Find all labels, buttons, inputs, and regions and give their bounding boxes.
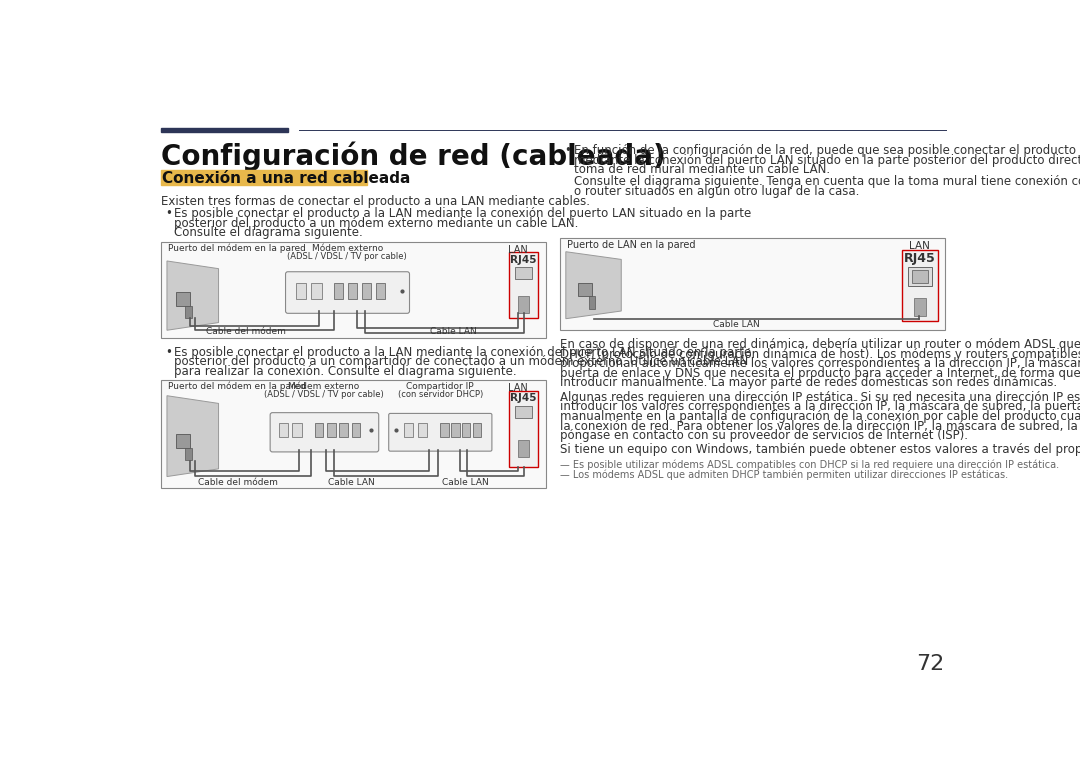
Bar	[161, 127, 288, 131]
Bar	[376, 283, 384, 298]
Text: RJ45: RJ45	[510, 255, 537, 265]
Bar	[296, 283, 307, 298]
Text: proporcionan automáticamente los valores correspondientes a la dirección IP, la : proporcionan automáticamente los valores…	[559, 357, 1080, 370]
Text: introducir los valores correspondientes a la dirección IP, la máscara de subred,: introducir los valores correspondientes …	[559, 401, 1080, 414]
Bar	[509, 391, 538, 466]
Text: En caso de disponer de una red dinámica, debería utilizar un router o módem ADSL: En caso de disponer de una red dinámica,…	[559, 338, 1080, 351]
Bar	[908, 267, 932, 285]
Bar	[186, 448, 191, 460]
Text: •: •	[564, 144, 571, 157]
Bar	[161, 170, 367, 185]
Text: Módem externo: Módem externo	[288, 382, 360, 391]
Text: En función de la configuración de la red, puede que sea posible conectar el prod: En función de la configuración de la red…	[573, 144, 1080, 157]
Text: póngase en contacto con su proveedor de servicios de Internet (ISP).: póngase en contacto con su proveedor de …	[559, 430, 968, 443]
Text: DHCP (protocolo de configuración dinámica de host). Los módems y routers compati: DHCP (protocolo de configuración dinámic…	[559, 348, 1080, 361]
Bar	[578, 282, 592, 296]
Text: Cable LAN: Cable LAN	[442, 478, 488, 487]
Bar	[327, 423, 336, 436]
Text: mediante la conexión del puerto LAN situado en la parte posterior del producto d: mediante la conexión del puerto LAN situ…	[573, 153, 1080, 166]
Bar	[902, 250, 937, 321]
Text: Cable del módem: Cable del módem	[198, 478, 278, 487]
Text: para realizar la conexión. Consulte el diagrama siguiente.: para realizar la conexión. Consulte el d…	[174, 365, 516, 378]
Polygon shape	[167, 261, 218, 330]
Text: Cable LAN: Cable LAN	[714, 320, 760, 329]
Bar	[518, 440, 529, 457]
Bar	[473, 423, 481, 436]
Bar	[314, 423, 323, 436]
Text: LAN: LAN	[509, 383, 528, 394]
Polygon shape	[167, 396, 218, 477]
Text: Si tiene un equipo con Windows, también puede obtener estos valores a través del: Si tiene un equipo con Windows, también …	[559, 443, 1080, 456]
Bar	[352, 423, 361, 436]
Text: Consulte el diagrama siguiente.: Consulte el diagrama siguiente.	[174, 227, 363, 240]
FancyBboxPatch shape	[270, 413, 379, 452]
Text: — Los módems ADSL que admiten DHCP también permiten utilizar direcciones IP está: — Los módems ADSL que admiten DHCP tambi…	[559, 469, 1008, 480]
Text: — Es posible utilizar módems ADSL compatibles con DHCP si la red requiere una di: — Es posible utilizar módems ADSL compat…	[559, 459, 1058, 470]
Text: Conexión a una red cableada: Conexión a una red cableada	[162, 171, 410, 186]
Bar	[515, 406, 532, 418]
Text: Configuración de red (cableada): Configuración de red (cableada)	[161, 142, 665, 171]
Text: Cable del módem: Cable del módem	[205, 327, 285, 336]
Text: •: •	[165, 346, 173, 359]
Bar	[176, 291, 190, 306]
Bar	[176, 434, 190, 448]
Text: Es posible conectar el producto a la LAN mediante la conexión del puerto LAN sit: Es posible conectar el producto a la LAN…	[174, 346, 752, 359]
Text: Compartidor IP: Compartidor IP	[406, 382, 474, 391]
Text: Módem externo: Módem externo	[311, 244, 382, 253]
Text: Cable LAN: Cable LAN	[430, 327, 476, 336]
Text: posterior del producto a un módem externo mediante un cable LAN.: posterior del producto a un módem extern…	[174, 217, 578, 230]
Bar	[161, 242, 545, 338]
Text: Puerto del módem en la pared: Puerto del módem en la pared	[168, 382, 307, 391]
Text: •: •	[165, 207, 173, 220]
FancyBboxPatch shape	[285, 272, 409, 314]
Text: Cable LAN: Cable LAN	[328, 478, 375, 487]
Bar	[293, 423, 301, 436]
Bar	[515, 267, 532, 279]
Text: (con servidor DHCP): (con servidor DHCP)	[397, 390, 483, 398]
Text: (ADSL / VDSL / TV por cable): (ADSL / VDSL / TV por cable)	[265, 390, 383, 398]
Bar	[559, 238, 945, 330]
Text: RJ45: RJ45	[510, 394, 537, 404]
Text: Consulte el diagrama siguiente. Tenga en cuenta que la toma mural tiene conexión: Consulte el diagrama siguiente. Tenga en…	[573, 175, 1080, 188]
Text: 72: 72	[917, 654, 945, 674]
Bar	[334, 283, 343, 298]
Bar	[311, 283, 322, 298]
Bar	[913, 270, 928, 282]
Text: introducir manualmente. La mayor parte de redes domésticas son redes dinámicas.: introducir manualmente. La mayor parte d…	[559, 376, 1057, 389]
Text: la conexión de red. Para obtener los valores de la dirección IP, la máscara de s: la conexión de red. Para obtener los val…	[559, 420, 1080, 433]
Bar	[509, 253, 538, 318]
Text: Existen tres formas de conectar el producto a una LAN mediante cables.: Existen tres formas de conectar el produ…	[161, 195, 590, 208]
Bar	[404, 423, 414, 436]
Bar	[462, 423, 470, 436]
Bar	[441, 423, 449, 436]
Text: Puerto del módem en la pared: Puerto del módem en la pared	[168, 243, 307, 253]
Bar	[362, 283, 372, 298]
Bar	[914, 298, 927, 317]
Text: RJ45: RJ45	[904, 253, 936, 266]
Text: LAN: LAN	[908, 241, 930, 251]
Text: manualmente en la pantalla de configuración de la conexión por cable del product: manualmente en la pantalla de configurac…	[559, 410, 1080, 423]
Text: LAN: LAN	[509, 245, 528, 255]
Bar	[451, 423, 460, 436]
Polygon shape	[566, 252, 621, 319]
Text: Algunas redes requieren una dirección IP estática. Si su red necesita una direcc: Algunas redes requieren una dirección IP…	[559, 391, 1080, 404]
Text: posterior del producto a un compartidor de conectado a un módem externo. Utilice: posterior del producto a un compartidor …	[174, 356, 748, 369]
Text: puerta de enlace y DNS que necesita el producto para acceder a Internet, de form: puerta de enlace y DNS que necesita el p…	[559, 367, 1080, 380]
Text: (ADSL / VDSL / TV por cable): (ADSL / VDSL / TV por cable)	[287, 252, 407, 261]
Bar	[161, 380, 545, 488]
Text: toma de red mural mediante un cable LAN.: toma de red mural mediante un cable LAN.	[573, 163, 829, 176]
Text: Puerto de LAN en la pared: Puerto de LAN en la pared	[567, 240, 696, 250]
Bar	[186, 306, 191, 318]
Text: o router situados en algún otro lugar de la casa.: o router situados en algún otro lugar de…	[573, 185, 859, 198]
Bar	[589, 296, 595, 309]
FancyBboxPatch shape	[389, 414, 491, 451]
Bar	[348, 283, 357, 298]
Text: Es posible conectar el producto a la LAN mediante la conexión del puerto LAN sit: Es posible conectar el producto a la LAN…	[174, 207, 752, 220]
Bar	[518, 295, 529, 313]
Bar	[279, 423, 288, 436]
Bar	[418, 423, 428, 436]
Bar	[339, 423, 348, 436]
